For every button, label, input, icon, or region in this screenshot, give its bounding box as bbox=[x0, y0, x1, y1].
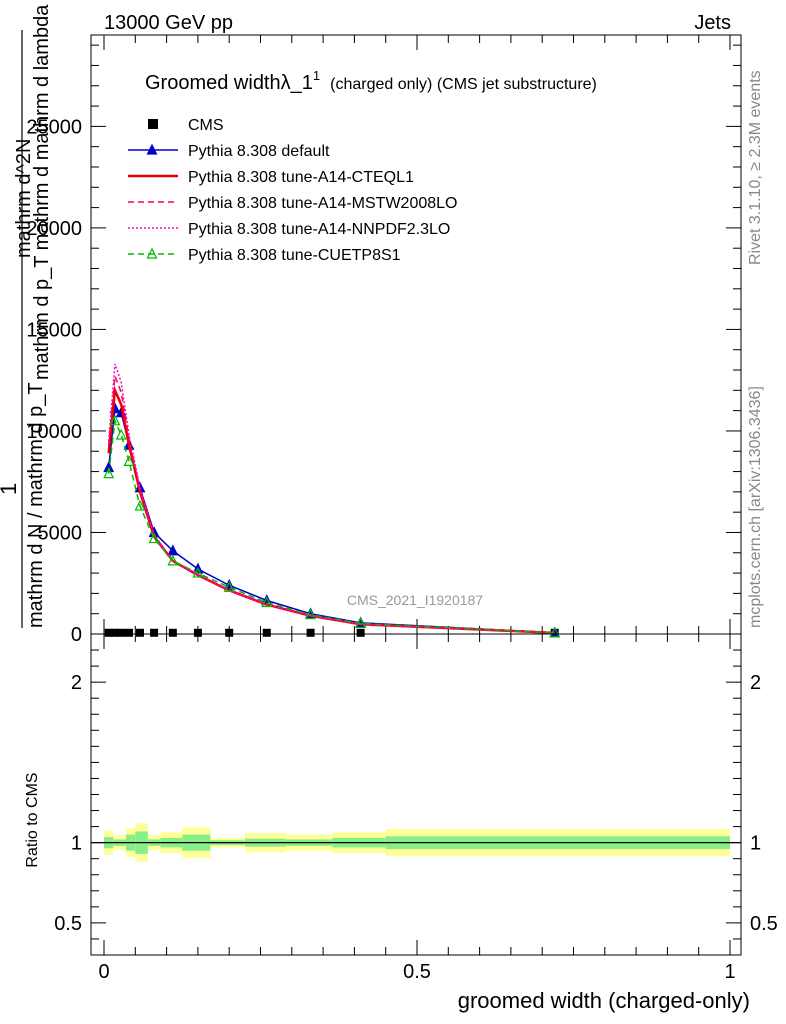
series-marker-5 bbox=[109, 414, 121, 426]
analysis-tag: CMS_2021_I1920187 bbox=[347, 592, 483, 608]
main-ytick-label: 0 bbox=[71, 624, 82, 646]
main-ytick-label: 5000 bbox=[38, 522, 83, 544]
series-marker-5 bbox=[192, 566, 204, 578]
cms-data-point bbox=[135, 628, 144, 637]
main-ylabel: mathrm d^2N mathrm d p_T mathrm d mathrm… bbox=[0, 4, 53, 628]
xtick-label: 1 bbox=[724, 961, 735, 983]
legend-label: Pythia 8.308 tune-A14-NNPDF2.3LO bbox=[188, 221, 450, 238]
series-marker-5 bbox=[103, 467, 115, 479]
series-marker-5 bbox=[123, 455, 135, 467]
ratio-axes-ticks bbox=[91, 634, 741, 955]
ratio-ylabel: Ratio to CMS bbox=[24, 772, 41, 867]
ylabel-line-1: mathrm d^2N bbox=[13, 139, 35, 258]
ratio-ytick-label-right: 1 bbox=[750, 833, 761, 855]
ratio-ytick-label-right: 0.5 bbox=[750, 913, 778, 935]
series-line-3 bbox=[107, 375, 555, 634]
legend-marker-1 bbox=[146, 143, 158, 155]
cms-data-point bbox=[150, 628, 159, 637]
cms-data-point bbox=[125, 628, 134, 637]
legend-label: Pythia 8.308 tune-CUETP8S1 bbox=[188, 247, 401, 264]
legend-marker-cms bbox=[148, 119, 158, 129]
series-marker-5 bbox=[305, 608, 317, 620]
legend-label: Pythia 8.308 default bbox=[188, 143, 330, 160]
main-ytick-labels: 0 5000 10000 15000 20000 25000 bbox=[26, 116, 82, 646]
cms-data-point bbox=[306, 628, 315, 637]
xtick-label: 0.5 bbox=[403, 961, 431, 983]
series-marker-5 bbox=[167, 554, 179, 566]
cms-data-point bbox=[225, 628, 234, 637]
rivet-label: Rivet 3.1.10, ≥ 2.3M events bbox=[747, 70, 764, 265]
series-marker-5 bbox=[115, 428, 127, 440]
ratio-frame bbox=[90, 633, 742, 956]
series-marker-5 bbox=[549, 626, 561, 638]
series-marker-5 bbox=[134, 499, 146, 511]
header-right: Jets bbox=[694, 12, 731, 34]
ylabel-line-2: mathrm d p_T mathrm d mathrm d lambda bbox=[31, 4, 53, 380]
main-series-layer bbox=[103, 363, 561, 638]
series-line-1 bbox=[107, 407, 555, 634]
series-line-2 bbox=[107, 385, 555, 635]
legend-label: Pythia 8.308 tune-A14-MSTW2008LO bbox=[188, 195, 457, 212]
legend-marker-5 bbox=[146, 247, 158, 259]
mcplots-label: mcplots.cern.ch [arXiv:1306.3436] bbox=[747, 386, 764, 628]
series-line-4 bbox=[107, 363, 555, 634]
ratio-ytick-label: 1 bbox=[71, 833, 82, 855]
ylabel-line-3: mathrm d N / mathrm d p_T bbox=[25, 382, 47, 628]
series-marker-5 bbox=[223, 580, 235, 592]
series-line-5 bbox=[107, 417, 555, 634]
xtick-label: 0 bbox=[98, 961, 109, 983]
xlabel: groomed width (charged-only) bbox=[458, 988, 750, 1013]
cms-data-point bbox=[168, 628, 177, 637]
legend-label: Pythia 8.308 tune-A14-CTEQL1 bbox=[188, 169, 414, 186]
header-left: 13000 GeV pp bbox=[104, 12, 233, 34]
cms-data-point bbox=[356, 628, 365, 637]
legend-label: CMS bbox=[188, 117, 224, 134]
series-marker-5 bbox=[148, 532, 160, 544]
main-title: Groomed widthλ_11(charged only) (CMS jet… bbox=[145, 68, 597, 94]
ylabel-numerator: 1 bbox=[0, 483, 21, 495]
ratio-ytick-label-right: 2 bbox=[750, 672, 761, 694]
cms-data-point bbox=[262, 628, 271, 637]
xtick-labels: 0 0.5 1 bbox=[98, 961, 735, 983]
cms-data-point bbox=[193, 628, 202, 637]
main-axes-ticks bbox=[91, 35, 741, 635]
legend: CMS Pythia 8.308 default Pythia 8.308 tune… bbox=[128, 117, 457, 264]
series-marker-5 bbox=[261, 596, 273, 608]
cms-data-point bbox=[104, 628, 113, 637]
ratio-ytick-label: 2 bbox=[71, 672, 82, 694]
main-ytick-label: 15000 bbox=[26, 319, 82, 341]
cms-data-point bbox=[117, 628, 126, 637]
ratio-panel: 0.5 0.51 12 2 0 0.5 1 Ratio to CMS groomed wi… bbox=[24, 633, 778, 1013]
cms-data-point bbox=[110, 628, 119, 637]
ratio-ytick-labels: 0.5 0.5 1 1 2 2 bbox=[54, 672, 778, 935]
series-marker-5 bbox=[355, 617, 367, 629]
main-ytick-label: 20000 bbox=[26, 218, 82, 240]
main-ytick-label: 25000 bbox=[26, 116, 82, 138]
ratio-ytick-label: 0.5 bbox=[54, 913, 82, 935]
main-panel: 0 5000 10000 15000 20000 25000 Groomed widthλ… bbox=[0, 4, 742, 646]
main-ytick-label: 10000 bbox=[26, 421, 82, 443]
